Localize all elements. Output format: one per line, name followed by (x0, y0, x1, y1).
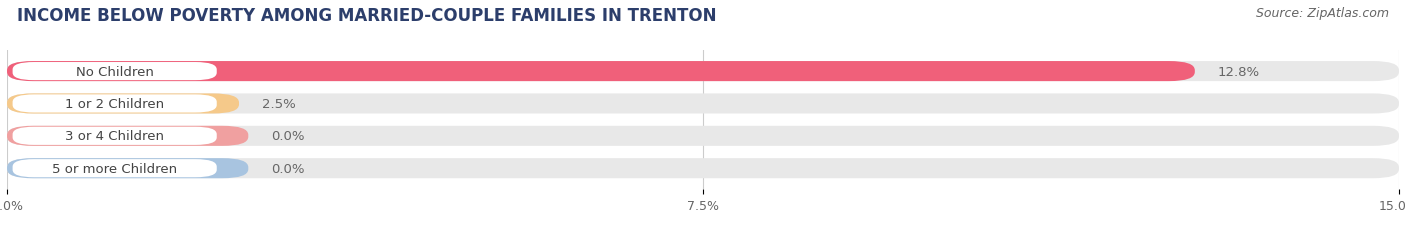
FancyBboxPatch shape (7, 62, 1399, 82)
Text: INCOME BELOW POVERTY AMONG MARRIED-COUPLE FAMILIES IN TRENTON: INCOME BELOW POVERTY AMONG MARRIED-COUPL… (17, 7, 717, 25)
FancyBboxPatch shape (13, 95, 217, 113)
FancyBboxPatch shape (7, 94, 239, 114)
Text: Source: ZipAtlas.com: Source: ZipAtlas.com (1256, 7, 1389, 20)
FancyBboxPatch shape (7, 62, 1195, 82)
Text: 0.0%: 0.0% (271, 162, 305, 175)
Text: 2.5%: 2.5% (262, 97, 297, 110)
FancyBboxPatch shape (13, 63, 217, 81)
FancyBboxPatch shape (7, 158, 249, 179)
FancyBboxPatch shape (7, 126, 249, 146)
Text: 12.8%: 12.8% (1218, 65, 1260, 78)
Text: 3 or 4 Children: 3 or 4 Children (65, 130, 165, 143)
FancyBboxPatch shape (13, 127, 217, 145)
Text: 1 or 2 Children: 1 or 2 Children (65, 97, 165, 110)
FancyBboxPatch shape (7, 158, 1399, 179)
FancyBboxPatch shape (13, 159, 217, 177)
FancyBboxPatch shape (7, 94, 1399, 114)
Text: 5 or more Children: 5 or more Children (52, 162, 177, 175)
FancyBboxPatch shape (7, 126, 1399, 146)
Text: 0.0%: 0.0% (271, 130, 305, 143)
Text: No Children: No Children (76, 65, 153, 78)
